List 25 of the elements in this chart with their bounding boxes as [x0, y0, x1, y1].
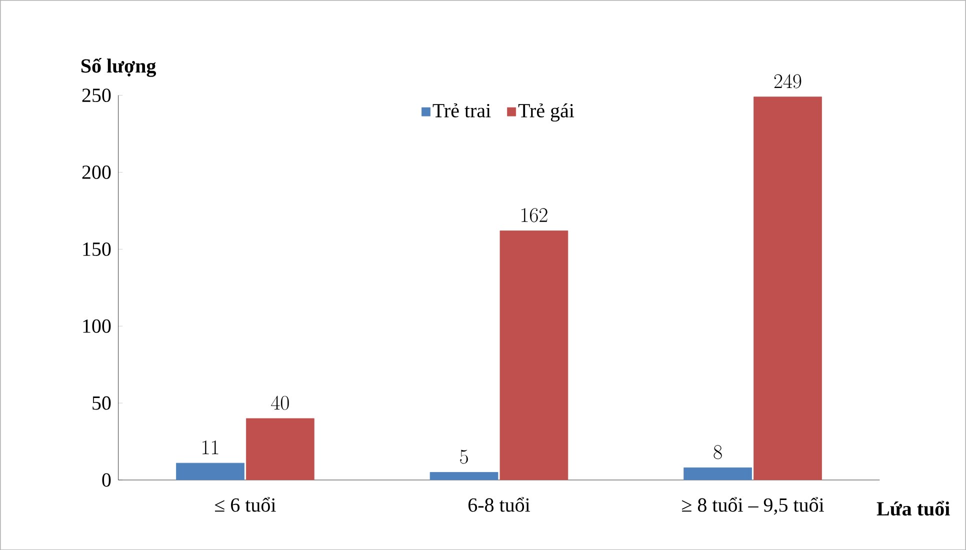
bar	[684, 467, 752, 480]
legend-label: Trẻ gái	[518, 103, 574, 122]
bar	[500, 230, 568, 480]
bar	[430, 472, 498, 480]
x-tick-label: ≤ 6 tuổi	[215, 496, 276, 512]
y-tick-label: 250	[82, 88, 111, 102]
legend-label: Trẻ trai	[432, 103, 491, 118]
data-label: 5	[460, 450, 468, 464]
data-label: 8	[714, 444, 722, 459]
data-label: 11	[202, 440, 218, 454]
y-tick-label: 200	[82, 165, 111, 179]
bar	[754, 96, 822, 480]
x-tick-label: 6-8 tuổi	[468, 496, 530, 512]
x-tick-label: ≥ 8 tuổi – 9,5 tuổi	[682, 496, 824, 515]
y-axis-title: Số lượng	[81, 58, 156, 77]
data-label: 249	[774, 74, 802, 88]
bar	[246, 418, 314, 480]
y-tick-label: 150	[83, 242, 111, 256]
y-tick-label: 0	[102, 473, 111, 487]
y-tick-label: 100	[83, 319, 111, 333]
x-axis-title: Lứa tuổi	[876, 500, 950, 516]
bar	[176, 462, 244, 480]
y-tick-label: 50	[92, 396, 111, 410]
data-label: 162	[522, 208, 548, 222]
data-label: 40	[271, 396, 289, 410]
